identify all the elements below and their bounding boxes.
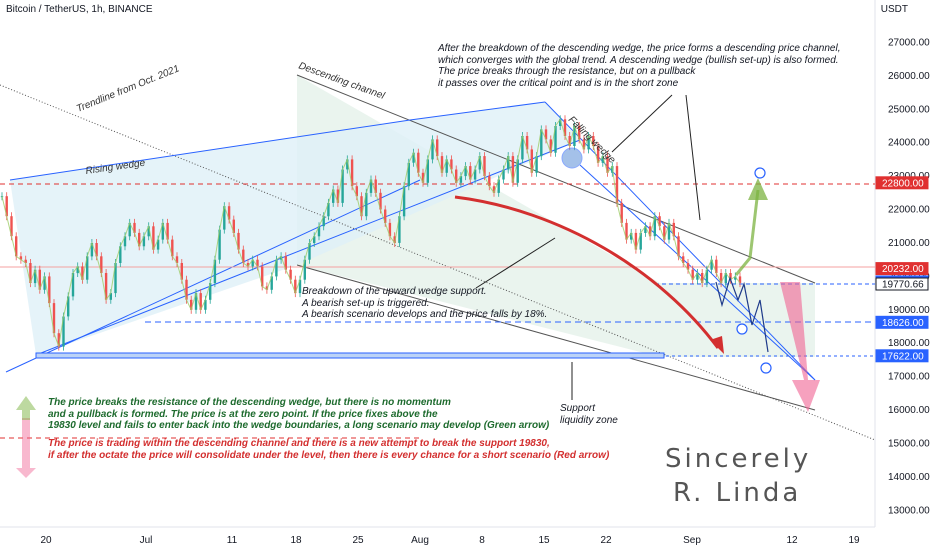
annotation-middle-line: Breakdown of the upward wedge support. bbox=[302, 286, 487, 297]
y-tick-label: 26000.00 bbox=[888, 71, 930, 82]
x-tick-label: 22 bbox=[600, 535, 612, 546]
annotation-top-line: which converges with the global trend. A… bbox=[438, 54, 839, 66]
y-tick-label: 15000.00 bbox=[888, 439, 930, 450]
x-tick-label: 25 bbox=[352, 535, 364, 546]
price-label-box bbox=[875, 262, 929, 276]
y-tick-label: 24000.00 bbox=[888, 138, 930, 149]
descending-channel-zone bbox=[297, 75, 815, 357]
red-arrow-big bbox=[780, 282, 820, 412]
pointer-arrow-2 bbox=[611, 94, 673, 153]
annotation-green-line: and a pullback is formed. The price is a… bbox=[48, 408, 438, 420]
descending-channel-bottom-line bbox=[296, 264, 816, 411]
y-tick-label: 21000.00 bbox=[888, 238, 930, 249]
support-liquidity-box bbox=[35, 352, 665, 359]
x-tick-label: 15 bbox=[538, 535, 550, 546]
trendline-oct-2021 bbox=[0, 84, 876, 441]
annotation-red: The price is trading within the descendi… bbox=[48, 438, 609, 461]
annotation-green-line: 19830 level and fails to enter back into… bbox=[48, 420, 550, 431]
x-tick-label: Jul bbox=[140, 535, 153, 546]
annotation-top: After the breakdown of the descending we… bbox=[438, 43, 840, 89]
price-label-text: 18626.00 bbox=[882, 318, 924, 329]
annotation-top-line: it passes over the critical point and is… bbox=[438, 77, 679, 89]
descending-channel-top-line bbox=[296, 74, 816, 284]
y-tick-label: 27000.00 bbox=[888, 38, 930, 49]
annotation-red-line: if after the octate the price will conso… bbox=[48, 449, 610, 461]
target-marker bbox=[754, 167, 766, 179]
moving-average-line bbox=[1, 118, 741, 347]
rising-wedge-top-line bbox=[9, 119, 411, 181]
price-label-box bbox=[875, 176, 929, 190]
signature-line: R. Linda bbox=[673, 478, 802, 508]
y-tick-label: 22000.00 bbox=[888, 205, 930, 216]
y-tick-label: 13000.00 bbox=[888, 505, 930, 516]
x-tick-label: 20 bbox=[40, 535, 52, 546]
wedge-resistance-line bbox=[409, 101, 546, 121]
y-tick-label: 25000.00 bbox=[888, 104, 930, 115]
green-arrow-legend bbox=[16, 396, 36, 420]
green-arrow-line bbox=[734, 189, 760, 276]
y-tick-label: 19000.00 bbox=[888, 305, 930, 316]
falling-wedge-top-line bbox=[544, 101, 816, 381]
price-label-text: 20232.00 bbox=[882, 264, 924, 275]
annotation-green-line: The price breaks the resistance of the d… bbox=[48, 397, 451, 408]
y-tick-label: 18000.00 bbox=[888, 338, 930, 349]
trendline-label: Trendline from Oct. 2021 bbox=[75, 63, 181, 114]
bearish-curve-arrow bbox=[454, 195, 720, 349]
price-label-box bbox=[875, 349, 929, 363]
signature-line: Sincerely bbox=[665, 444, 812, 474]
annotation-top-line: The price breaks through the resistance,… bbox=[438, 66, 696, 77]
currency-label: USDT bbox=[880, 4, 908, 15]
y-tick-label: 16000.00 bbox=[888, 405, 930, 416]
green-arrow-head bbox=[748, 178, 768, 200]
x-tick-label: Aug bbox=[411, 535, 429, 546]
annotation-middle: Breakdown of the upward wedge support. A… bbox=[302, 286, 547, 321]
annotation-support: Support liquidity zone bbox=[560, 403, 618, 426]
annotation-middle-line: A bearish scenario develops and the pric… bbox=[302, 309, 548, 320]
x-tick-label: 11 bbox=[227, 535, 238, 546]
price-label-text: 22800.00 bbox=[882, 178, 924, 189]
rising-wedge-zone bbox=[10, 102, 580, 355]
bearish-curve-arrowhead bbox=[710, 336, 724, 354]
annotation-green: The price breaks the resistance of the d… bbox=[48, 397, 549, 432]
target-marker bbox=[760, 362, 772, 374]
projected-path-blue bbox=[715, 276, 769, 353]
x-tick-label: 8 bbox=[479, 535, 485, 546]
signature: Sincerely R. Linda bbox=[665, 442, 811, 510]
x-tick-label: 19 bbox=[848, 535, 860, 546]
annotation-support-line: Support bbox=[560, 403, 596, 414]
annotation-middle-line: A bearish set-up is triggered. bbox=[302, 297, 430, 309]
price-label-box bbox=[875, 315, 929, 329]
annotation-top-line: After the breakdown of the descending we… bbox=[438, 43, 841, 54]
x-tick-label: 18 bbox=[290, 535, 302, 546]
outer-support-line bbox=[5, 179, 421, 373]
breakdown-marker bbox=[561, 147, 583, 169]
symbol-title: Bitcoin / TetherUS, 1h, BINANCE bbox=[6, 4, 153, 15]
price-label-text: 17622.00 bbox=[882, 351, 924, 362]
price-label-box bbox=[875, 277, 929, 291]
x-tick-label: Sep bbox=[683, 535, 701, 546]
pointer-arrow-3 bbox=[475, 237, 556, 289]
target-marker bbox=[736, 323, 748, 335]
annotation-red-line: The price is trading within the descendi… bbox=[48, 438, 550, 449]
x-tick-label: 12 bbox=[786, 535, 798, 546]
annotation-support-line: liquidity zone bbox=[560, 414, 618, 426]
y-tick-label: 17000.00 bbox=[888, 372, 930, 383]
pointer-arrow-1 bbox=[685, 94, 701, 221]
red-arrow-legend bbox=[16, 418, 36, 478]
price-label-text: 19770.66 bbox=[882, 280, 924, 291]
y-tick-label: 14000.00 bbox=[888, 472, 930, 483]
